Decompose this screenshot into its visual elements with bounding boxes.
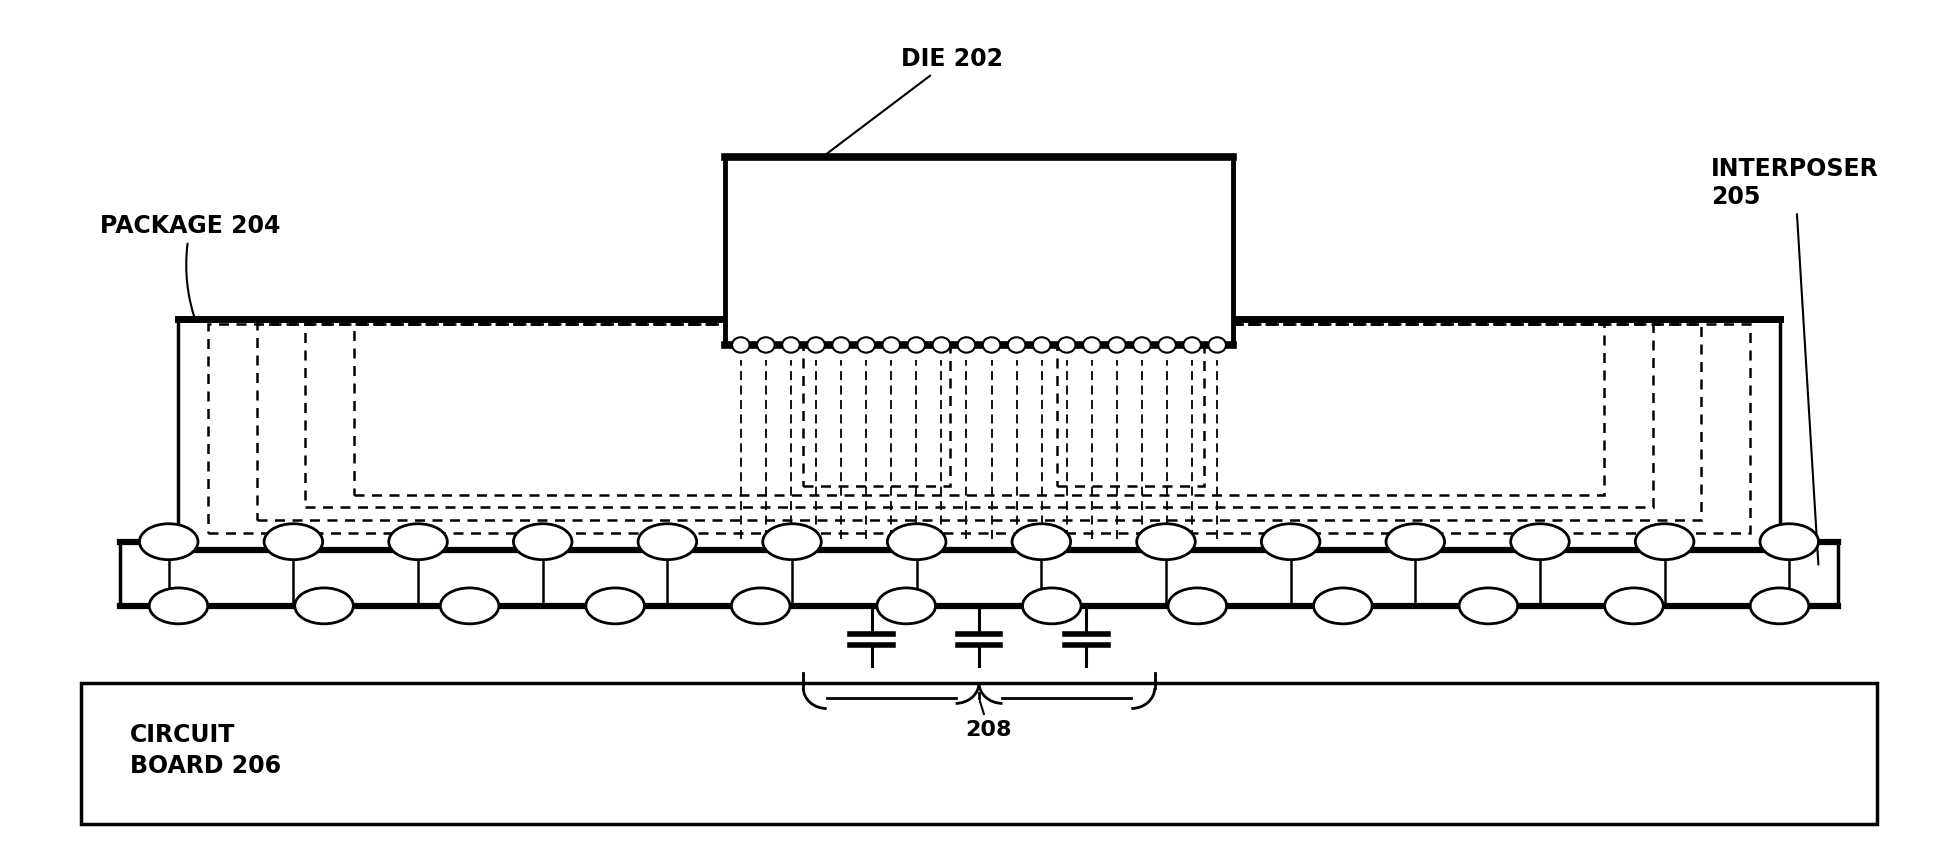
Ellipse shape	[1108, 338, 1125, 353]
Ellipse shape	[1168, 588, 1225, 624]
Ellipse shape	[1057, 338, 1074, 353]
Ellipse shape	[1750, 588, 1808, 624]
Ellipse shape	[513, 523, 571, 560]
Ellipse shape	[887, 523, 945, 560]
Ellipse shape	[1133, 338, 1151, 353]
Ellipse shape	[877, 588, 935, 624]
Ellipse shape	[1022, 588, 1080, 624]
Ellipse shape	[806, 338, 824, 353]
Text: PACKAGE 204: PACKAGE 204	[100, 214, 280, 325]
Ellipse shape	[1159, 338, 1176, 353]
Ellipse shape	[1634, 523, 1693, 560]
Text: DIE 202: DIE 202	[824, 47, 1002, 155]
Ellipse shape	[1313, 588, 1372, 624]
Bar	[256, 324, 1701, 520]
Ellipse shape	[1082, 338, 1100, 353]
Bar	[354, 324, 1603, 495]
Text: INTERPOSER
205: INTERPOSER 205	[1710, 157, 1879, 565]
Ellipse shape	[957, 338, 975, 353]
Ellipse shape	[1511, 523, 1568, 560]
Bar	[178, 319, 1779, 550]
Ellipse shape	[1008, 338, 1025, 353]
Ellipse shape	[1605, 588, 1661, 624]
Ellipse shape	[139, 523, 198, 560]
Ellipse shape	[1386, 523, 1444, 560]
Ellipse shape	[883, 338, 900, 353]
Bar	[119, 542, 1838, 606]
Ellipse shape	[1207, 338, 1225, 353]
Ellipse shape	[1182, 338, 1200, 353]
Ellipse shape	[1759, 523, 1818, 560]
Bar	[802, 324, 949, 486]
Bar	[724, 157, 1233, 345]
Ellipse shape	[264, 523, 323, 560]
Ellipse shape	[585, 588, 644, 624]
Ellipse shape	[1137, 523, 1194, 560]
Ellipse shape	[732, 588, 789, 624]
Bar	[305, 324, 1652, 507]
Ellipse shape	[832, 338, 849, 353]
Ellipse shape	[440, 588, 499, 624]
Text: 208: 208	[965, 701, 1012, 740]
Ellipse shape	[982, 338, 1000, 353]
Ellipse shape	[857, 338, 875, 353]
Ellipse shape	[389, 523, 446, 560]
Bar	[207, 324, 1750, 533]
Ellipse shape	[1033, 338, 1051, 353]
Ellipse shape	[932, 338, 949, 353]
Ellipse shape	[638, 523, 697, 560]
Text: CIRCUIT
BOARD 206: CIRCUIT BOARD 206	[129, 722, 280, 778]
Ellipse shape	[757, 338, 775, 353]
Ellipse shape	[781, 338, 798, 353]
Ellipse shape	[732, 338, 750, 353]
Ellipse shape	[763, 523, 820, 560]
Bar	[1057, 324, 1204, 486]
Ellipse shape	[1458, 588, 1517, 624]
Ellipse shape	[296, 588, 352, 624]
Bar	[80, 683, 1877, 824]
Ellipse shape	[1012, 523, 1070, 560]
Ellipse shape	[1260, 523, 1319, 560]
Ellipse shape	[906, 338, 924, 353]
Ellipse shape	[149, 588, 207, 624]
